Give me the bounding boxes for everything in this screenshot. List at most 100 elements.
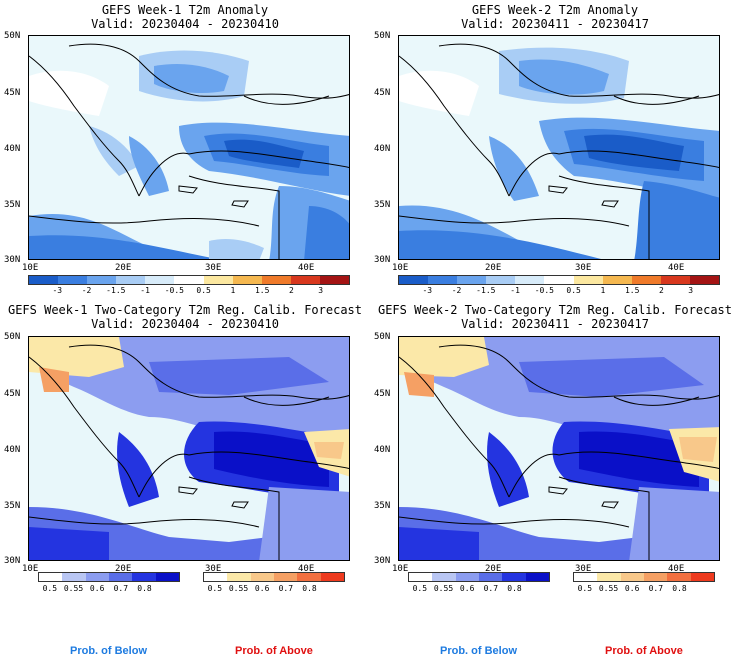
above-colorbar <box>573 572 715 582</box>
anomaly-colorbar-ticks: -3 -2 -1.5 -1 -0.5 0.5 1 1.5 2 3 <box>398 286 720 296</box>
below-colorbar-tick-label: 0.6 <box>89 584 105 593</box>
anomaly-colorbar-tick-label: 1 <box>600 286 606 295</box>
anomaly-colorbar-tick-label: 0.5 <box>196 286 211 295</box>
lat-label-35n: 35N <box>4 200 21 210</box>
anomaly-colorbar-swatch <box>602 276 632 284</box>
probability-map <box>398 336 720 561</box>
lat-label-30n: 30N <box>374 255 391 265</box>
anomaly-map <box>398 35 720 260</box>
anomaly-colorbar-tick-label: 2 <box>289 286 294 295</box>
below-colorbar-tick-label: 0.8 <box>137 584 152 593</box>
above-colorbar-swatch <box>597 573 621 581</box>
below-colorbar-tick-label: 0.55 <box>433 584 454 593</box>
anomaly-colorbar-swatch <box>261 276 291 284</box>
panel-title-line2: Valid: 20230411 - 20230417 <box>461 317 649 331</box>
anomaly-colorbar-tick-label: -3 <box>52 286 63 295</box>
panel-week1-anomaly: GEFS Week-1 T2m Anomaly Valid: 20230404 … <box>0 0 370 300</box>
above-colorbar-tick-label: 0.6 <box>254 584 270 593</box>
below-colorbar-swatch <box>455 573 479 581</box>
below-colorbar-ticks: 0.5 0.55 0.6 0.7 0.8 <box>38 584 180 594</box>
below-colorbar-swatch <box>432 573 456 581</box>
anomaly-colorbar-tick-label: -0.5 <box>534 286 554 295</box>
lon-label-20e: 20E <box>485 564 502 574</box>
below-colorbar-swatch <box>502 573 526 581</box>
anomaly-colorbar-swatch <box>399 276 429 284</box>
anomaly-colorbar-tick-label: -1.5 <box>106 286 126 295</box>
panel-title-line2: Valid: 20230404 - 20230410 <box>91 317 279 331</box>
above-colorbar-swatch <box>620 573 644 581</box>
above-colorbar-swatch <box>273 573 298 581</box>
anomaly-colorbar-swatch <box>203 276 233 284</box>
probability-map <box>28 336 350 561</box>
anomaly-colorbar-swatch <box>58 276 88 284</box>
lon-label-10e: 10E <box>22 564 39 574</box>
anomaly-colorbar-tick-label: -1.5 <box>476 286 496 295</box>
lat-label-45n: 45N <box>374 389 391 399</box>
lon-label-40e: 40E <box>298 263 315 273</box>
below-colorbar-swatch <box>155 573 179 581</box>
panel-title-line1: GEFS Week-1 T2m Anomaly <box>101 3 269 17</box>
lat-label-30n: 30N <box>4 255 21 265</box>
anomaly-colorbar-tick-label: 1 <box>230 286 236 295</box>
lon-label-40e: 40E <box>668 263 685 273</box>
above-colorbar-ticks: 0.5 0.55 0.6 0.7 0.8 <box>573 584 715 594</box>
anomaly-colorbar-swatch <box>29 276 59 284</box>
below-colorbar-tick-label: 0.8 <box>507 584 522 593</box>
below-colorbar-tick-label: 0.6 <box>459 584 475 593</box>
panel-title-line2: Valid: 20230411 - 20230417 <box>461 17 649 31</box>
above-colorbar-tick-label: 0.7 <box>278 584 294 593</box>
above-colorbar-swatch <box>643 573 668 581</box>
above-colorbar-swatch <box>667 573 691 581</box>
panel-title-line1: GEFS Week-2 Two-Category T2m Reg. Calib.… <box>377 303 732 317</box>
anomaly-colorbar-tick-label: -3 <box>422 286 433 295</box>
below-colorbar-swatch <box>62 573 86 581</box>
below-colorbar-tick-label: 0.5 <box>42 584 58 593</box>
below-colorbar-swatch <box>132 573 156 581</box>
anomaly-map <box>28 35 350 260</box>
above-colorbar-tick-label: 0.5 <box>577 584 593 593</box>
lon-label-30e: 30E <box>205 263 222 273</box>
below-colorbar-tick-label: 0.5 <box>412 584 428 593</box>
anomaly-colorbar-tick-label: -2 <box>451 286 462 295</box>
anomaly-colorbar-tick-label: -1 <box>140 286 150 295</box>
anomaly-colorbar-tick-label: 3 <box>688 286 694 295</box>
lon-label-10e: 10E <box>392 263 409 273</box>
anomaly-colorbar <box>398 275 720 285</box>
lat-label-35n: 35N <box>4 501 21 511</box>
lat-label-35n: 35N <box>374 501 391 511</box>
anomaly-colorbar-swatch <box>486 276 516 284</box>
prob-above-label-right: Prob. of Above <box>605 645 683 657</box>
above-colorbar-tick-label: 0.5 <box>207 584 223 593</box>
above-colorbar-swatch <box>204 573 228 581</box>
anomaly-colorbar-swatch <box>631 276 661 284</box>
anomaly-colorbar-tick-label: -0.5 <box>164 286 184 295</box>
panel-week2-probability: GEFS Week-2 Two-Category T2m Reg. Calib.… <box>370 300 740 600</box>
lat-label-50n: 50N <box>4 31 21 41</box>
above-colorbar-swatch <box>297 573 321 581</box>
below-colorbar-swatch <box>409 573 433 581</box>
below-colorbar-swatch <box>478 573 503 581</box>
above-colorbar-swatch <box>574 573 598 581</box>
lon-label-40e: 40E <box>298 564 315 574</box>
anomaly-colorbar-tick-label: 0.5 <box>566 286 581 295</box>
lat-label-50n: 50N <box>374 31 391 41</box>
anomaly-colorbar-swatch <box>290 276 320 284</box>
below-colorbar-ticks: 0.5 0.55 0.6 0.7 0.8 <box>408 584 550 594</box>
anomaly-colorbar-swatch <box>544 276 574 284</box>
anomaly-colorbar-swatch <box>232 276 262 284</box>
lon-label-30e: 30E <box>575 263 592 273</box>
lat-label-50n: 50N <box>4 332 21 342</box>
lat-label-30n: 30N <box>374 556 391 566</box>
anomaly-colorbar-swatch <box>145 276 175 284</box>
lon-label-20e: 20E <box>485 263 502 273</box>
lat-label-40n: 40N <box>4 445 21 455</box>
below-colorbar-tick-label: 0.55 <box>63 584 84 593</box>
anomaly-colorbar-swatch <box>573 276 603 284</box>
prob-above-label-left: Prob. of Above <box>235 645 313 657</box>
above-colorbar-swatch <box>227 573 251 581</box>
lon-label-10e: 10E <box>22 263 39 273</box>
lat-label-30n: 30N <box>4 556 21 566</box>
prob-below-label-left: Prob. of Below <box>70 645 147 657</box>
above-colorbar-tick-label: 0.8 <box>672 584 687 593</box>
lon-label-30e: 30E <box>205 564 222 574</box>
